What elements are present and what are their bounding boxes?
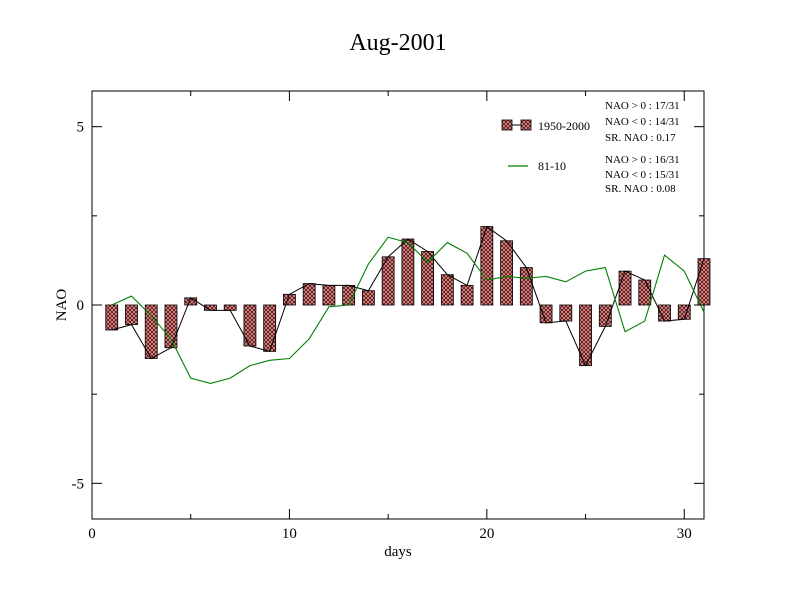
y-tick-label: -5 xyxy=(72,476,85,492)
stat-block2-line3: SR. NAO : 0.08 xyxy=(605,183,676,195)
bar-day-2 xyxy=(125,304,138,326)
bar-day-23 xyxy=(539,304,553,324)
legend-swatch-right xyxy=(520,119,532,131)
y-axis-label: NAO xyxy=(54,289,70,322)
stat-block2-line2: NAO < 0 : 15/31 xyxy=(605,169,680,181)
y-tick-label: 5 xyxy=(77,120,85,136)
stat-block2-line1: NAO > 0 : 16/31 xyxy=(605,154,680,166)
bar-day-22 xyxy=(519,267,533,306)
bar-day-18 xyxy=(440,274,454,306)
bar-day-14 xyxy=(361,290,375,306)
legend-label-81-10: 81-10 xyxy=(538,159,566,173)
x-tick-label: 20 xyxy=(479,526,494,542)
bars-layer xyxy=(105,226,711,367)
bar-day-28 xyxy=(638,279,652,306)
x-tick-label: 0 xyxy=(88,526,96,542)
series-line-1950-2000 xyxy=(111,225,705,367)
bar-day-1 xyxy=(105,304,119,331)
stats-annotations: NAO > 0 : 17/31 NAO < 0 : 14/31 SR. NAO … xyxy=(605,100,680,195)
bar-day-19 xyxy=(460,284,474,306)
bar-day-4 xyxy=(164,304,178,349)
bar-day-8 xyxy=(243,304,257,347)
x-tick-label: 10 xyxy=(282,526,297,542)
stat-block1-line2: NAO < 0 : 14/31 xyxy=(605,116,680,128)
bar-day-17 xyxy=(421,251,435,306)
chart-title: Aug-2001 xyxy=(349,30,446,56)
legend-label-1950-2000: 1950-2000 xyxy=(538,119,590,133)
x-axis-label: days xyxy=(384,544,412,560)
bar-day-24 xyxy=(559,304,573,322)
bar-day-16 xyxy=(401,238,415,306)
bar-day-31 xyxy=(697,258,711,306)
stat-block1-line1: NAO > 0 : 17/31 xyxy=(605,100,680,112)
bar-day-12 xyxy=(322,284,336,306)
stat-block1-line3: SR. NAO : 0.17 xyxy=(605,132,676,144)
series-line-81-10 xyxy=(111,236,705,385)
bar-day-21 xyxy=(500,240,513,306)
bar-day-11 xyxy=(302,283,316,306)
bar-day-10 xyxy=(283,293,296,306)
y-tick-label: 0 xyxy=(77,298,85,314)
ticks-layer: 0 10 20 30 5 0 -5 xyxy=(72,91,704,542)
bar-day-9 xyxy=(263,304,277,352)
x-tick-label: 30 xyxy=(677,526,692,542)
bar-day-7 xyxy=(223,304,237,311)
lines-layer xyxy=(111,225,705,385)
bar-day-27 xyxy=(618,270,632,306)
legend-swatch-left xyxy=(501,119,513,131)
legend: 1950-2000 81-10 xyxy=(501,119,590,173)
